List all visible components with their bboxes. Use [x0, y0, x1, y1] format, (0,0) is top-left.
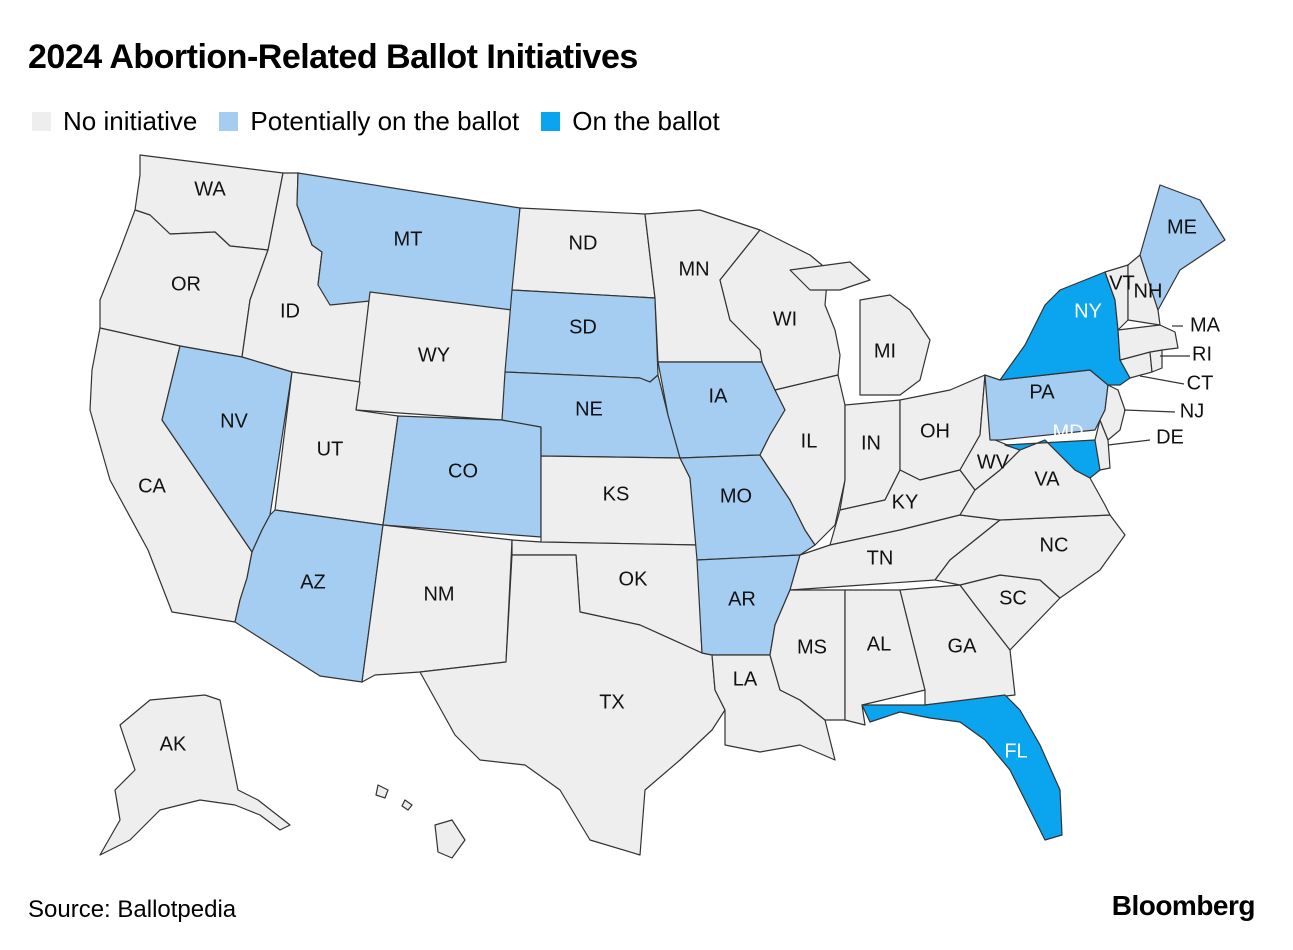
- state-nj: [1099, 384, 1126, 441]
- state-label-ri: RI: [1192, 343, 1212, 365]
- state-label-sc: SC: [999, 587, 1027, 609]
- state-label-ny: NY: [1074, 300, 1102, 322]
- state-label-nj: NJ: [1180, 400, 1204, 422]
- legend-label-none: No initiative: [63, 106, 198, 136]
- state-label-co: CO: [448, 460, 478, 482]
- source-note: Source: Ballotpedia: [28, 896, 237, 923]
- state-label-ia: IA: [709, 385, 729, 407]
- legend-item-potential: Potentially on the ballot: [219, 106, 519, 137]
- leader-line-de: [1107, 439, 1151, 446]
- state-ri: [1149, 349, 1163, 373]
- state-label-nc: NC: [1040, 534, 1069, 556]
- bloomberg-logo: Bloomberg: [1111, 890, 1256, 921]
- state-fl: [861, 694, 1063, 841]
- leader-line-nj: [1123, 409, 1176, 413]
- legend-label-potential: Potentially on the ballot: [250, 106, 520, 136]
- state-label-ar: AR: [728, 588, 756, 610]
- state-label-fl: FL: [1004, 740, 1027, 762]
- legend-swatch-on: [541, 112, 561, 131]
- state-label-az: AZ: [300, 571, 326, 593]
- state-label-il: IL: [801, 430, 818, 452]
- state-nh: [1127, 254, 1161, 326]
- state-label-nh: NH: [1134, 280, 1163, 302]
- state-label-nd: ND: [569, 232, 598, 254]
- state-label-ak: AK: [160, 733, 187, 755]
- state-label-vt: VT: [1109, 272, 1135, 294]
- leader-line-ct: [1139, 375, 1185, 385]
- state-label-mt: MT: [394, 228, 423, 250]
- state-label-sd: SD: [569, 316, 597, 338]
- state-label-ut: UT: [317, 438, 344, 460]
- state-ak: [99, 694, 291, 856]
- state-label-de: DE: [1156, 426, 1184, 448]
- state-label-ks: KS: [603, 483, 630, 505]
- state-label-ky: KY: [892, 491, 919, 513]
- legend-swatch-none: [32, 112, 51, 131]
- state-label-ms: MS: [797, 636, 827, 658]
- state-label-in: IN: [861, 432, 881, 454]
- legend-item-on: On the ballot: [541, 106, 720, 137]
- state-label-wi: WI: [773, 308, 797, 330]
- state-label-md: MD: [1052, 421, 1083, 443]
- chart-title: 2024 Abortion-Related Ballot Initiatives: [28, 38, 638, 76]
- legend-item-none: No initiative: [32, 106, 197, 137]
- state-vt: [1104, 264, 1129, 331]
- state-label-al: AL: [867, 633, 891, 655]
- state-label-pa: PA: [1029, 381, 1055, 403]
- state-label-ne: NE: [575, 398, 603, 420]
- state-label-id: ID: [280, 300, 300, 322]
- state-label-mo: MO: [720, 485, 752, 507]
- state-hi: [375, 784, 466, 859]
- legend: No initiative Potentially on the ballot …: [32, 106, 742, 137]
- state-label-nm: NM: [423, 583, 454, 605]
- state-label-tn: TN: [867, 547, 894, 569]
- state-label-ma: MA: [1190, 314, 1221, 336]
- state-label-ga: GA: [948, 635, 978, 657]
- state-label-tx: TX: [599, 691, 625, 713]
- state-label-wy: WY: [418, 344, 450, 366]
- state-label-va: VA: [1034, 468, 1060, 490]
- state-me: [1139, 184, 1226, 311]
- state-ms: [769, 589, 846, 721]
- state-label-la: LA: [733, 668, 758, 690]
- state-mi: [789, 261, 931, 396]
- state-label-wv: WV: [977, 451, 1010, 473]
- legend-swatch-potential: [219, 112, 239, 131]
- state-label-or: OR: [171, 273, 201, 295]
- state-label-mi: MI: [874, 340, 896, 362]
- legend-label-on: On the ballot: [572, 106, 720, 136]
- state-label-ct: CT: [1187, 372, 1214, 394]
- state-label-ca: CA: [138, 475, 166, 497]
- state-label-me: ME: [1167, 216, 1197, 238]
- state-label-oh: OH: [920, 420, 950, 442]
- state-label-mn: MN: [678, 258, 709, 280]
- state-tx: [419, 554, 726, 856]
- state-label-wa: WA: [194, 178, 226, 200]
- state-label-nv: NV: [220, 410, 248, 432]
- state-label-ok: OK: [619, 568, 649, 590]
- state-ma: [1117, 324, 1179, 361]
